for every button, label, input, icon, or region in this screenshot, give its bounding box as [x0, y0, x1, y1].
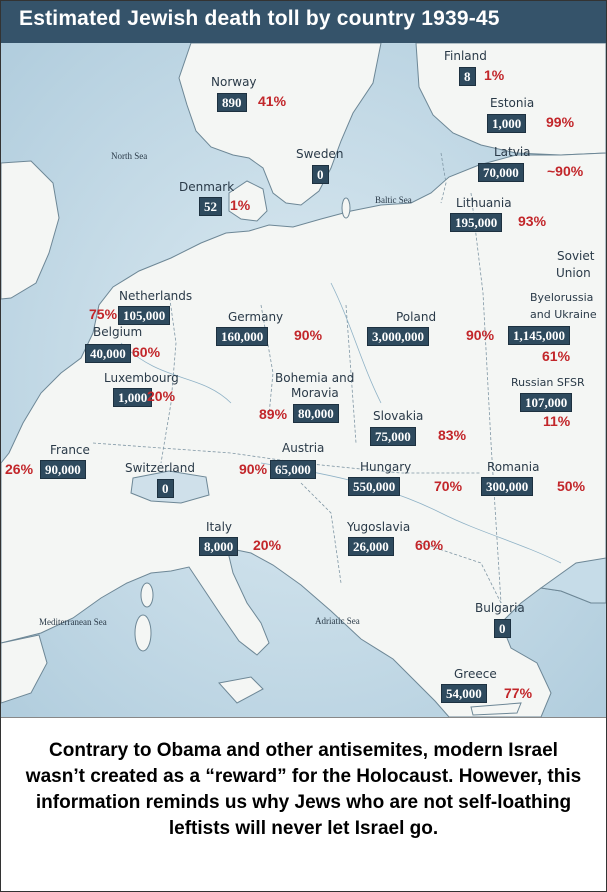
bulgaria-name: Bulgaria — [475, 601, 525, 615]
title-bar: Estimated Jewish death toll by country 1… — [1, 1, 606, 43]
finland-name: Finland — [444, 49, 487, 63]
norway-pct: 41% — [258, 93, 287, 109]
map-background — [1, 43, 606, 717]
russian-sfsr-name: Russian SFSR — [511, 376, 585, 389]
greece-name: Greece — [454, 667, 497, 681]
switzerland-deaths: 0 — [157, 479, 174, 498]
greece-deaths: 54,000 — [441, 684, 487, 703]
hungary-pct: 70% — [434, 478, 463, 494]
bulgaria-deaths: 0 — [494, 619, 511, 638]
germany-name: Germany — [228, 310, 284, 324]
romania-pct: 50% — [557, 478, 586, 494]
latvia-deaths: 70,000 — [478, 163, 524, 182]
continent-landmass — [1, 152, 606, 717]
hungary-deaths: 550,000 — [348, 477, 401, 496]
belgium-name: Belgium — [93, 325, 143, 339]
denmark-pct: 1% — [230, 197, 251, 213]
germany-deaths: 160,000 — [216, 327, 269, 346]
crete-landmass — [470, 702, 522, 716]
britain-landmass — [1, 160, 60, 300]
byelorussia-pct: 61% — [542, 348, 571, 364]
netherlands-name: Netherlands — [119, 289, 193, 303]
soviet-union-name-line2: Union — [556, 266, 591, 280]
caption-text: Contrary to Obama and other antisemites,… — [25, 740, 582, 839]
russian-sfsr-deaths: 107,000 — [520, 393, 573, 412]
slovakia-pct: 83% — [438, 427, 467, 443]
black-sea — [539, 557, 606, 604]
germany-pct: 90% — [294, 327, 323, 343]
north-sea-label: North Sea — [111, 151, 148, 161]
latvia-name: Latvia — [494, 145, 531, 159]
finland-pct: 1% — [484, 67, 505, 83]
gotland-landmass — [341, 197, 351, 219]
poland-name: Poland — [396, 310, 437, 324]
luxembourg-deaths: 1,000 — [113, 388, 153, 407]
austria-name: Austria — [282, 441, 325, 455]
italy-pct: 20% — [253, 537, 282, 553]
byelorussia-name-line1: Byelorussia — [530, 291, 594, 304]
latvia-pct: ~90% — [547, 163, 584, 179]
scandinavia-landmass — [178, 43, 382, 206]
slovakia-name: Slovakia — [373, 409, 424, 423]
lithuania-name: Lithuania — [456, 196, 512, 210]
austria-pct: 90% — [239, 461, 268, 477]
finland-deaths: 8 — [459, 67, 476, 86]
europe-map: North Sea Baltic Sea Mediterranean Sea A… — [1, 43, 606, 717]
sardinia-landmass — [134, 614, 152, 652]
italy-name: Italy — [206, 520, 233, 534]
yugoslavia-name: Yugoslavia — [347, 520, 411, 534]
baltic-sea-label: Baltic Sea — [375, 195, 412, 205]
corsica-landmass — [140, 582, 154, 608]
belgium-pct: 60% — [132, 344, 161, 360]
poland-pct: 90% — [466, 327, 495, 343]
france-pct: 26% — [5, 461, 34, 477]
hungary-name: Hungary — [360, 460, 412, 474]
norway-name: Norway — [211, 75, 257, 89]
austria-deaths: 65,000 — [270, 460, 316, 479]
france-name: France — [50, 443, 90, 457]
lithuania-pct: 93% — [518, 213, 547, 229]
luxembourg-pct: 20% — [147, 388, 176, 404]
iberia-landmass — [1, 634, 48, 704]
netherlands-deaths: 105,000 — [118, 306, 171, 325]
italy-deaths: 8,000 — [199, 537, 239, 556]
poland-deaths: 3,000,000 — [367, 327, 429, 346]
bohemia-name-line1: Bohemia and — [275, 371, 355, 385]
slovakia-deaths: 75,000 — [370, 427, 416, 446]
soviet-union-name-line1: Soviet — [557, 249, 595, 263]
russian-sfsr-pct: 11% — [543, 413, 571, 429]
france-deaths: 90,000 — [40, 460, 86, 479]
sicily-landmass — [218, 676, 264, 704]
lithuania-deaths: 195,000 — [450, 213, 503, 232]
bohemia-deaths: 80,000 — [293, 404, 339, 423]
denmark-deaths: 52 — [199, 197, 222, 216]
estonia-deaths: 1,000 — [487, 114, 527, 133]
sweden-name: Sweden — [296, 147, 344, 161]
yugoslavia-deaths: 26,000 — [348, 537, 394, 556]
norway-deaths: 890 — [217, 93, 247, 112]
greece-pct: 77% — [504, 685, 533, 701]
byelorussia-deaths: 1,145,000 — [508, 326, 570, 345]
caption-panel: Contrary to Obama and other antisemites,… — [1, 717, 606, 891]
switzerland-name: Switzerland — [125, 461, 195, 475]
sweden-deaths: 0 — [312, 165, 329, 184]
bohemia-pct: 89% — [259, 406, 288, 422]
luxembourg-name: Luxembourg — [104, 371, 179, 385]
belgium-deaths: 40,000 — [85, 344, 131, 363]
byelorussia-name-line2: and Ukraine — [530, 308, 597, 321]
map-title: Estimated Jewish death toll by country 1… — [19, 7, 500, 30]
yugoslavia-pct: 60% — [415, 537, 444, 553]
bohemia-name-line2: Moravia — [291, 386, 339, 400]
adriatic-sea-label: Adriatic Sea — [315, 616, 360, 626]
netherlands-pct: 75% — [89, 306, 118, 322]
denmark-name: Denmark — [179, 180, 235, 194]
mediterranean-sea-label: Mediterranean Sea — [39, 617, 107, 627]
romania-name: Romania — [487, 460, 540, 474]
estonia-name: Estonia — [490, 96, 535, 110]
denmark-landmass — [228, 180, 268, 222]
romania-deaths: 300,000 — [481, 477, 534, 496]
estonia-pct: 99% — [546, 114, 575, 130]
